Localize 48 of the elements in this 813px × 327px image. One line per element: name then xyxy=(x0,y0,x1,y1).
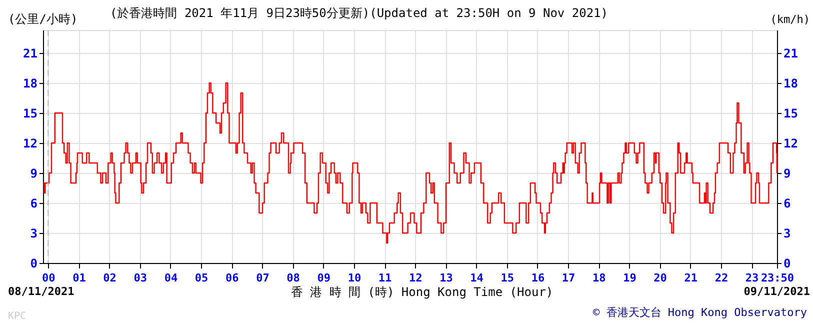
y2-tick-label: 6 xyxy=(784,196,791,210)
x-tick-label: 09 xyxy=(317,272,330,284)
x-tick-label: 23:50 xyxy=(760,272,794,284)
x-tick-label: 12 xyxy=(408,272,422,284)
x-tick-label: 00 xyxy=(42,272,56,284)
x-tick-label: 11 xyxy=(378,272,392,284)
x-tick-label: 17 xyxy=(562,272,576,284)
x-tick-label: 20 xyxy=(654,272,667,284)
x-tick-label: 13 xyxy=(440,272,453,284)
text: 08/11/2021 xyxy=(8,285,75,298)
y2-tick-label: 21 xyxy=(784,46,798,60)
y-tick-label: 0 xyxy=(30,256,38,270)
x-tick-label: 06 xyxy=(225,272,240,284)
x-tick-label: 08 xyxy=(286,272,300,284)
x-tick-label: 22 xyxy=(714,272,728,284)
x-tick-label: 01 xyxy=(72,272,86,284)
x-tick-label: 10 xyxy=(348,272,362,284)
y2-tick-label: 18 xyxy=(784,76,798,90)
x-tick-label: 18 xyxy=(592,272,606,284)
y-axis-title: (公里/小時) xyxy=(8,12,78,26)
y2-tick-label: 0 xyxy=(784,256,791,270)
x-tick-label: 07 xyxy=(256,272,270,284)
x-tick-label: 19 xyxy=(623,272,636,284)
y2-tick-label: 9 xyxy=(784,166,791,180)
y2-tick-label: 3 xyxy=(784,226,791,240)
x-tick-label: 21 xyxy=(684,272,698,284)
y-tick-label: 9 xyxy=(30,166,38,180)
x-tick-label: 04 xyxy=(164,272,178,284)
text: 09/11/2021 xyxy=(744,285,810,298)
x-tick-label: 15 xyxy=(500,272,514,284)
x-tick-label: 14 xyxy=(470,272,484,284)
y-tick-label: 21 xyxy=(23,46,38,60)
y-tick-label: 12 xyxy=(23,136,38,150)
y2-tick-label: 15 xyxy=(784,106,798,120)
x-tick-label: 23 xyxy=(745,272,759,284)
x-axis-title: 香 港 時 間 (時) Hong Kong Time (Hour) xyxy=(290,285,554,299)
y-tick-label: 18 xyxy=(23,76,38,90)
y-tick-label: 3 xyxy=(30,226,38,240)
x-tick-label: 02 xyxy=(103,272,116,284)
x-tick-label: 16 xyxy=(531,272,545,284)
y2-tick-label: 12 xyxy=(784,136,798,150)
y2-axis-title: (km/h) xyxy=(770,13,810,26)
y-tick-label: 15 xyxy=(23,106,38,120)
x-tick-label: 05 xyxy=(194,272,208,284)
y-tick-label: 6 xyxy=(30,196,38,210)
chart-title: (於香港時間 2021 年11月 9日23時50分更新)(Updated at 23:50H on 9 Nov 2021) xyxy=(110,6,608,20)
x-tick-label: 03 xyxy=(134,272,147,284)
text: © 香港天文台 Hong Kong Observatory xyxy=(593,306,808,319)
